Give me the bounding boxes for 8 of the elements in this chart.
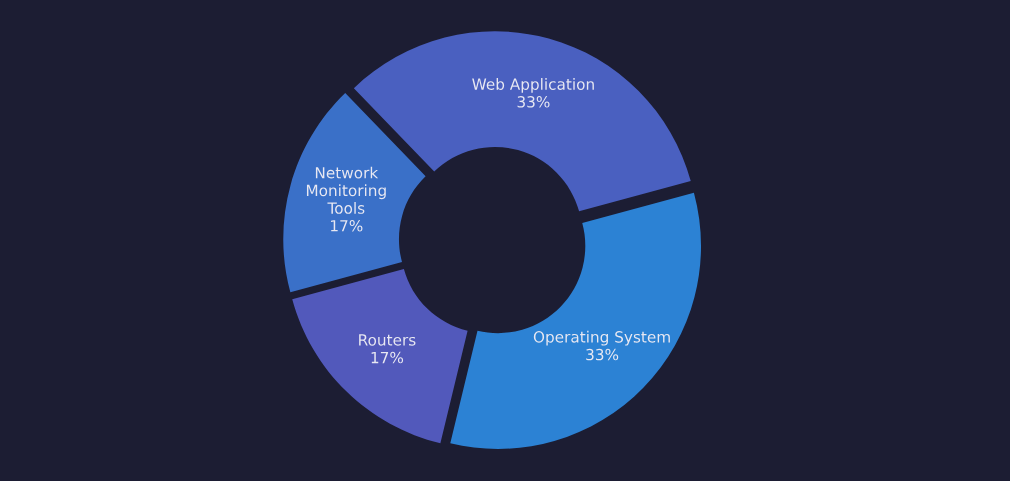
- data-label: 33%: [517, 96, 550, 108]
- slice-label: Routers: [359, 334, 416, 346]
- slice-label: Operating System: [533, 330, 670, 346]
- data-label: 17%: [331, 220, 363, 232]
- data-label: 17%: [371, 351, 404, 364]
- slice-label: Web Application: [472, 78, 594, 93]
- data-label: 33%: [586, 348, 619, 361]
- slice-label: Network Monitoring Tools: [306, 166, 386, 214]
